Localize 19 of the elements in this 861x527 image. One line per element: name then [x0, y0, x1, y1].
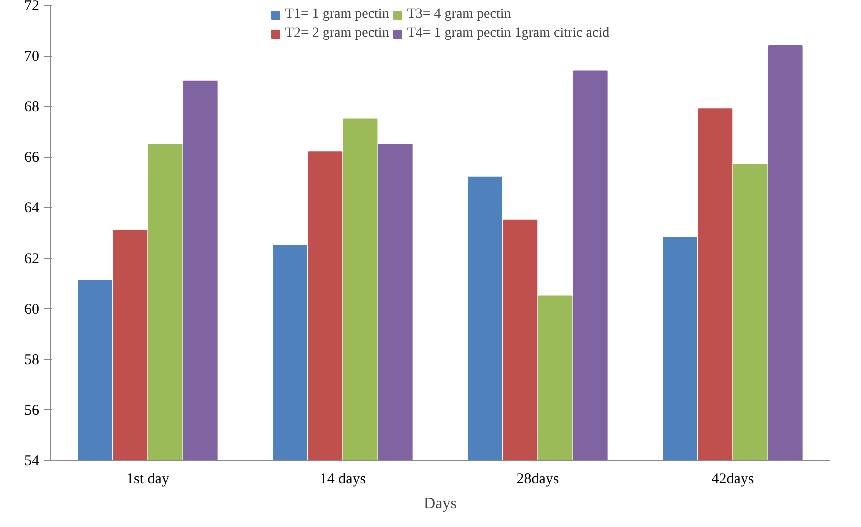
- y-tick-label: 64: [24, 200, 40, 217]
- y-tick-label: 60: [24, 302, 40, 318]
- y-tick-label: 66: [24, 150, 40, 166]
- y-tick-label: 58: [24, 352, 40, 368]
- legend-label: T4= 1 gram pectin 1gram citric acid: [407, 26, 610, 42]
- x-axis-title: Days: [424, 496, 457, 512]
- legend-label: T1= 1 gram pectin: [285, 7, 390, 23]
- y-tick-label: 62: [24, 251, 40, 268]
- y-tick-label: 68: [24, 100, 40, 116]
- x-tick-label: 28days: [516, 472, 560, 488]
- y-tick-label: 72: [24, 0, 40, 14]
- x-tick-label: 42days: [712, 472, 754, 488]
- x-tick-label: 1st day: [126, 472, 170, 488]
- x-tick-label: 14 days: [320, 472, 366, 488]
- y-tick-label: 70: [24, 49, 40, 66]
- y-tick-label: 56: [24, 402, 40, 419]
- legend-label: T3= 4 gram pectin: [407, 7, 512, 23]
- y-tick-label: 54: [24, 454, 40, 470]
- legend-label: T2= 2 gram pectin: [285, 26, 390, 42]
